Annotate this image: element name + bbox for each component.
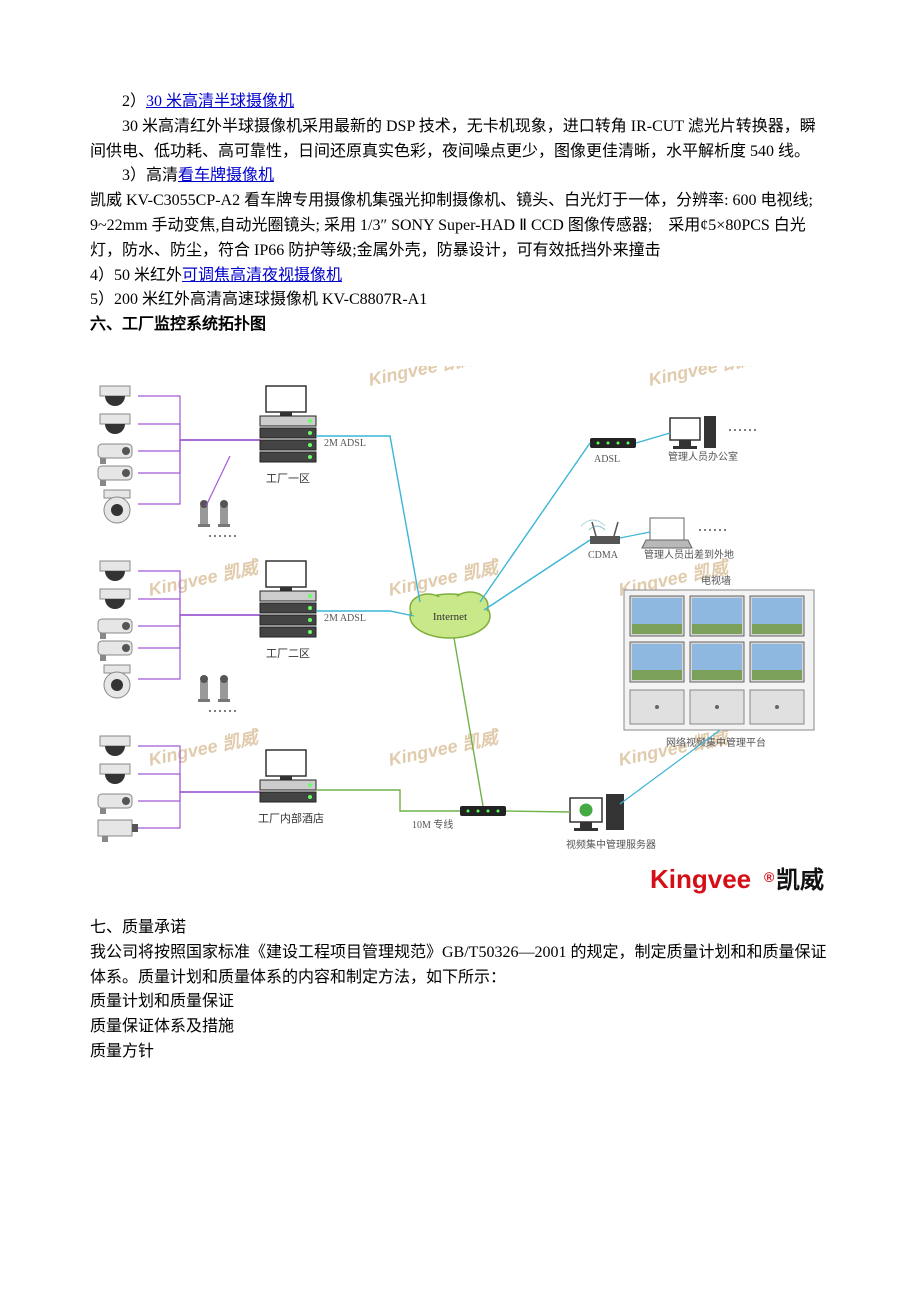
svg-text:Kingvee 凯威: Kingvee 凯威 <box>367 366 483 390</box>
svg-text:2M ADSL: 2M ADSL <box>324 613 366 624</box>
topology-svg: Kingvee 凯威 Kingvee 凯威 Kingvee 凯威 Kingvee 凯威… <box>90 366 830 906</box>
svg-text:Kingvee 凯威: Kingvee 凯威 <box>387 727 503 770</box>
paragraph-quality: 我公司将按照国家标准《建设工程项目管理规范》GB/T50326—2001 的规定… <box>90 941 830 991</box>
svg-text:Kingvee: Kingvee <box>650 864 751 894</box>
svg-text:视频集中管理服务器: 视频集中管理服务器 <box>566 838 656 851</box>
heading-7: 七、质量承诺 <box>90 916 830 941</box>
svg-text:Kingvee 凯威: Kingvee 凯威 <box>147 557 263 600</box>
quality-line-3: 质量方针 <box>90 1040 830 1065</box>
svg-text:Kingvee 凯威: Kingvee 凯威 <box>647 366 763 390</box>
svg-text:工厂二区: 工厂二区 <box>266 648 310 660</box>
item-5: 5）200 米红外高清高速球摄像机 KV-C8807R-A1 <box>90 288 830 313</box>
svg-text:电视墙: 电视墙 <box>701 574 731 587</box>
svg-text:Internet: Internet <box>433 611 467 623</box>
svg-text:工厂内部酒店: 工厂内部酒店 <box>258 811 324 825</box>
svg-text:网络视频集中管理平台: 网络视频集中管理平台 <box>666 736 766 749</box>
svg-text:工厂一区: 工厂一区 <box>266 473 310 485</box>
item-4-prefix: 4）50 米红外 <box>90 267 182 284</box>
svg-text:Kingvee 凯威: Kingvee 凯威 <box>147 727 263 770</box>
svg-text:CDMA: CDMA <box>588 550 619 561</box>
svg-text:10M 专线: 10M 专线 <box>412 818 453 831</box>
quality-line-2: 质量保证体系及措施 <box>90 1015 830 1040</box>
item-3: 3）高清看车牌摄像机 <box>90 164 830 189</box>
paragraph-dome: 30 米高清红外半球摄像机采用最新的 DSP 技术，无卡机现象，进口转角 IR-… <box>90 115 830 165</box>
paragraph-plate: 凯威 KV-C3055CP-A2 看车牌专用摄像机集强光抑制摄像机、镜头、白光灯… <box>90 189 830 263</box>
link-plate-camera[interactable]: 看车牌摄像机 <box>178 167 274 184</box>
svg-text:®: ® <box>764 869 775 885</box>
item-3-prefix: 3）高清 <box>122 167 178 184</box>
heading-6: 六、工厂监控系统拓扑图 <box>90 313 830 338</box>
link-night-camera[interactable]: 可调焦高清夜视摄像机 <box>182 267 342 284</box>
svg-text:管理人员出差到外地: 管理人员出差到外地 <box>644 548 734 561</box>
topology-diagram: Kingvee 凯威 Kingvee 凯威 Kingvee 凯威 Kingvee 凯威… <box>90 366 830 906</box>
svg-text:凯威: 凯威 <box>776 866 824 894</box>
item-2-prefix: 2） <box>122 93 146 110</box>
item-4: 4）50 米红外可调焦高清夜视摄像机 <box>90 264 830 289</box>
link-dome-camera[interactable]: 30 米高清半球摄像机 <box>146 93 294 110</box>
svg-text:2M ADSL: 2M ADSL <box>324 438 366 449</box>
item-2: 2）30 米高清半球摄像机 <box>90 90 830 115</box>
svg-text:Kingvee 凯威: Kingvee 凯威 <box>387 557 503 600</box>
svg-text:ADSL: ADSL <box>594 454 620 465</box>
svg-text:管理人员办公室: 管理人员办公室 <box>668 450 738 463</box>
quality-line-1: 质量计划和质量保证 <box>90 990 830 1015</box>
